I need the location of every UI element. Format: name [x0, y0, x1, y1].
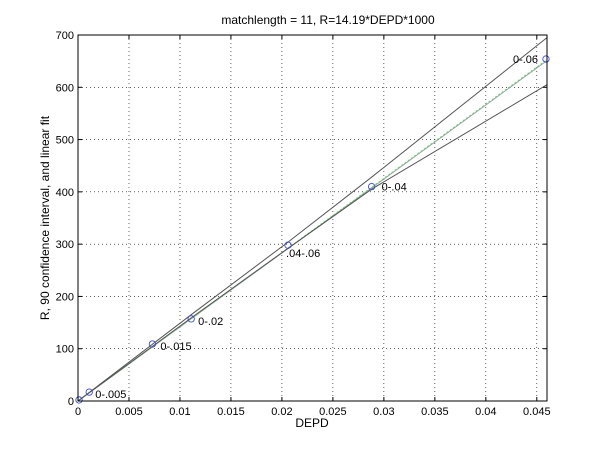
y-tick-label: 200	[56, 291, 74, 303]
point-labels: 0-.005 0-.015 0-.02 .04-.06 0-.04 0-.06	[95, 54, 538, 401]
x-tick-label: 0.03	[373, 406, 394, 418]
x-axis-ticks: 0 0.005 0.01 0.015 0.02 0.025 0.03 0.035 0.04 0.0…	[75, 35, 551, 418]
axes-background	[78, 35, 547, 401]
data-point	[85, 388, 93, 396]
data-point	[187, 315, 195, 323]
chart-title: matchlength = 11, R=14.19*DEPD*1000	[221, 13, 435, 27]
data-point	[367, 182, 376, 191]
axes-box	[77, 34, 548, 402]
point-label: 0-.04	[382, 182, 407, 194]
point-label: 0-.06	[513, 54, 538, 66]
x-tick-label: 0.005	[115, 406, 143, 418]
data-point	[284, 241, 292, 249]
x-axis-label: DEPD	[295, 416, 329, 430]
data-points	[75, 55, 550, 404]
data-point	[75, 396, 83, 404]
point-label: .04-.06	[286, 248, 320, 260]
y-axis-ticks: 0 100 200 300 400 500 600 700	[56, 30, 547, 408]
point-label: 0-.015	[160, 341, 191, 353]
plot-area: 0-.005 0-.015 0-.02 .04-.06 0-.04 0-.06 0 0.00…	[56, 30, 551, 418]
y-axis-label: R, 90 confidence interval, and linear fi…	[38, 115, 52, 320]
y-tick-label: 300	[56, 239, 74, 251]
y-tick-label: 600	[56, 82, 74, 94]
y-tick-label: 500	[56, 135, 74, 147]
x-tick-label: 0.025	[319, 406, 347, 418]
y-tick-label: 700	[56, 30, 74, 42]
data-point	[542, 55, 550, 63]
x-tick-label: 0.045	[523, 406, 551, 418]
point-label: 0-.02	[198, 316, 223, 328]
x-tick-label: 0.01	[169, 406, 190, 418]
grid	[78, 35, 547, 401]
y-tick-label: 100	[56, 344, 74, 356]
x-tick-label: 0.02	[271, 406, 292, 418]
data-point	[148, 340, 157, 348]
y-tick-label: 0	[68, 396, 74, 408]
y-tick-label: 400	[56, 187, 74, 199]
point-label: 0-.005	[95, 389, 126, 401]
x-tick-label: 0.015	[217, 406, 245, 418]
x-tick-label: 0.035	[421, 406, 449, 418]
x-tick-label: 0.04	[475, 406, 496, 418]
x-tick-label: 0	[75, 406, 81, 418]
